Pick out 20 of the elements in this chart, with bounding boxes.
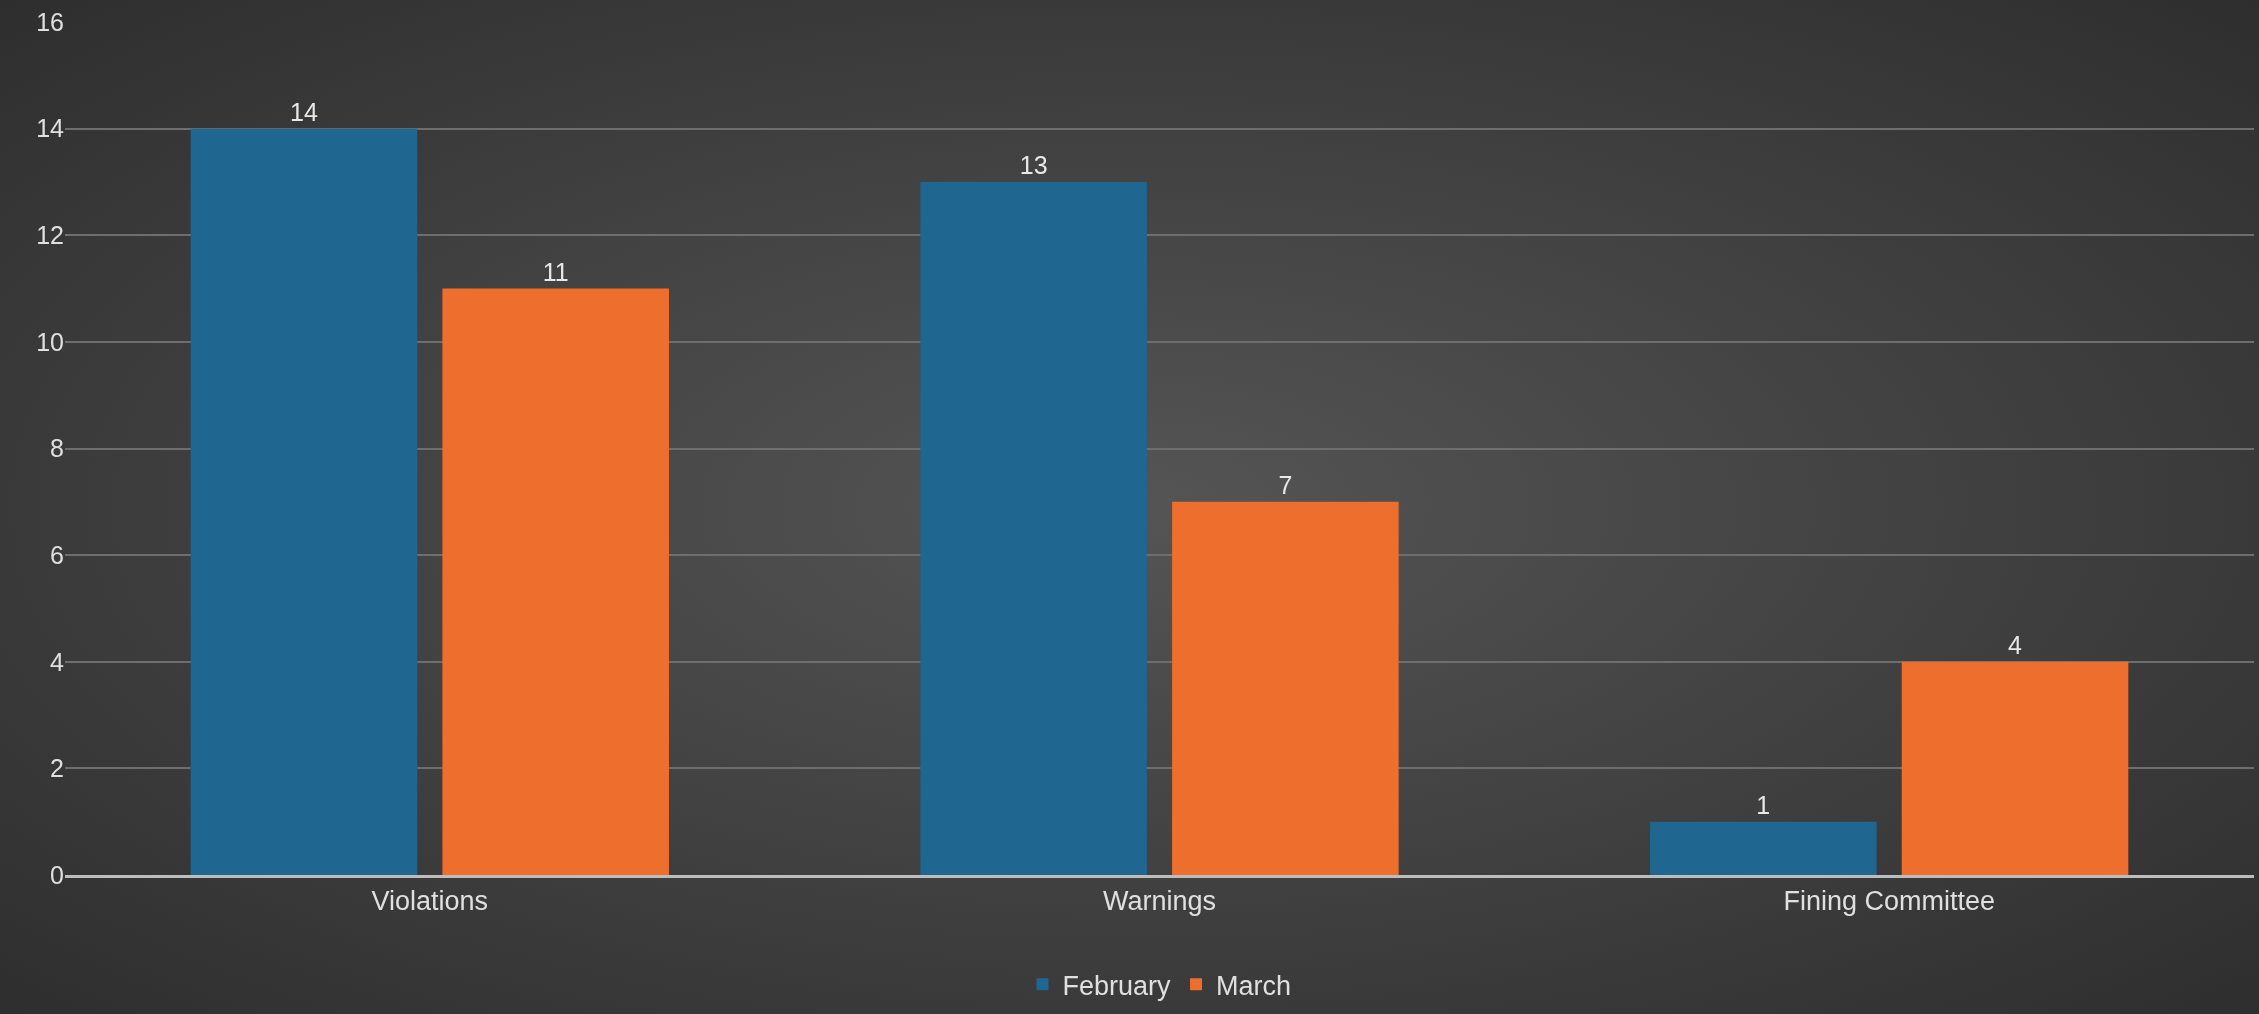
y-tick-label: 10 [36,327,64,356]
y-tick-label: 4 [50,647,65,676]
y-tick-label: 6 [50,540,64,569]
x-tick-label: Fining Committee [1783,886,1995,917]
data-label: 1 [1756,790,1771,819]
y-tick-label: 14 [36,114,65,143]
x-tick-label: Warnings [1102,886,1217,917]
data-label: 14 [290,97,318,126]
x-tick-label: Violations [371,886,489,917]
legend-label: February [1062,970,1172,1001]
data-label: 7 [1278,470,1293,499]
y-tick-label: 12 [36,221,64,249]
y-tick-label: 0 [50,860,64,889]
data-label: 4 [2008,630,2023,659]
y-tick-label: 16 [36,7,64,36]
data-label: 13 [1019,150,1048,179]
y-tick-label: 2 [50,754,64,783]
legend-label: March [1216,970,1292,1001]
y-tick-label: 8 [50,434,64,463]
data-label: 11 [542,257,569,286]
